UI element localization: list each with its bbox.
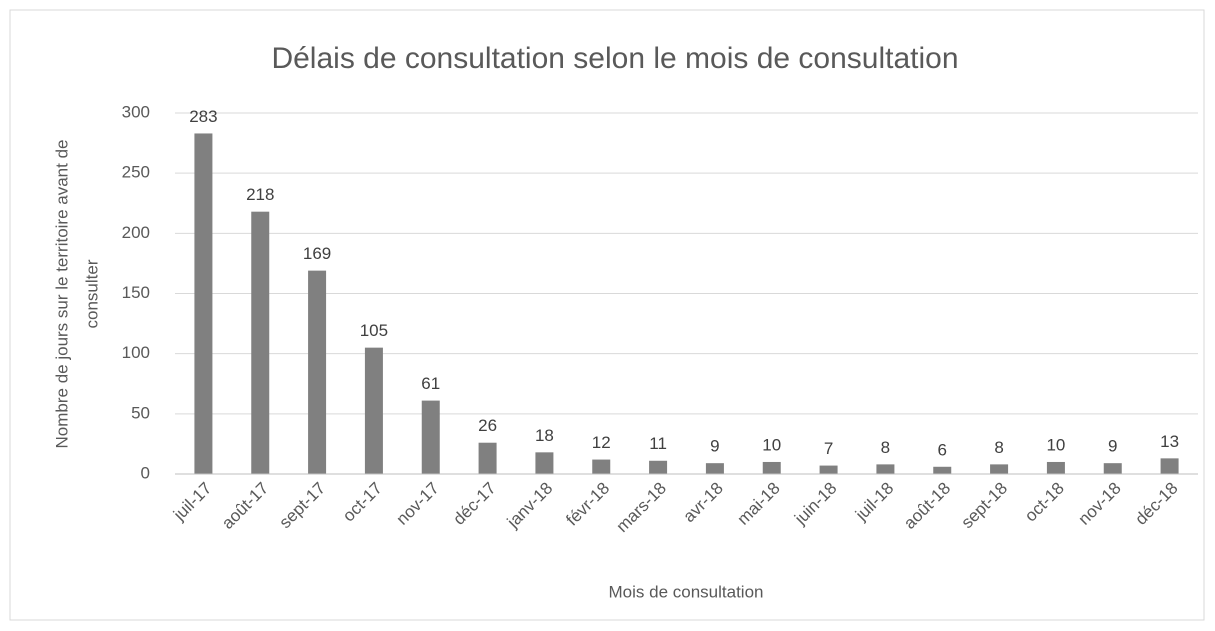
data-label: 10 (1046, 435, 1065, 454)
bar (1046, 461, 1065, 474)
x-axis-title: Mois de consultation (609, 582, 764, 601)
data-label: 7 (824, 439, 833, 458)
data-label: 10 (762, 435, 781, 454)
data-label: 218 (246, 185, 274, 204)
bar (421, 400, 440, 474)
bar (705, 463, 724, 474)
bar (933, 466, 952, 474)
y-tick-label: 200 (122, 223, 150, 242)
y-axis-title-line: Nombre de jours sur le territoire avant … (52, 140, 71, 449)
y-tick-label: 150 (122, 283, 150, 302)
data-label: 169 (303, 244, 331, 263)
data-label: 105 (360, 321, 388, 340)
data-label: 283 (189, 107, 217, 126)
y-tick-label: 0 (141, 463, 150, 482)
bar (478, 442, 497, 474)
y-tick-label: 50 (131, 403, 150, 422)
bar (1160, 458, 1179, 474)
data-label: 8 (994, 438, 1003, 457)
bar (364, 347, 383, 474)
y-tick-label: 100 (122, 343, 150, 362)
data-label: 13 (1160, 432, 1179, 451)
bar (535, 452, 554, 474)
y-tick-label: 300 (122, 102, 150, 121)
data-label: 9 (1108, 437, 1117, 456)
bar (876, 464, 895, 474)
bar (1103, 463, 1122, 474)
bar (251, 211, 270, 474)
data-label: 9 (710, 437, 719, 456)
data-label: 6 (938, 440, 947, 459)
bar (592, 459, 611, 474)
data-label: 12 (592, 433, 611, 452)
data-label: 11 (649, 434, 667, 453)
bar (308, 270, 327, 474)
data-label: 61 (421, 374, 440, 393)
bar (194, 133, 213, 474)
bar (649, 460, 668, 474)
data-label: 26 (478, 416, 497, 435)
data-label: 18 (535, 426, 554, 445)
bar (990, 464, 1009, 474)
bar (819, 465, 838, 474)
chart-frame (9, 9, 1205, 621)
bar (762, 461, 781, 474)
y-tick-label: 250 (122, 163, 150, 182)
chart-title: Délais de consultation selon le mois de … (271, 42, 958, 75)
data-label: 8 (881, 438, 890, 457)
y-axis-title-line: consulter (82, 259, 101, 328)
y-axis-title: Nombre de jours sur le territoire avant … (52, 140, 101, 449)
